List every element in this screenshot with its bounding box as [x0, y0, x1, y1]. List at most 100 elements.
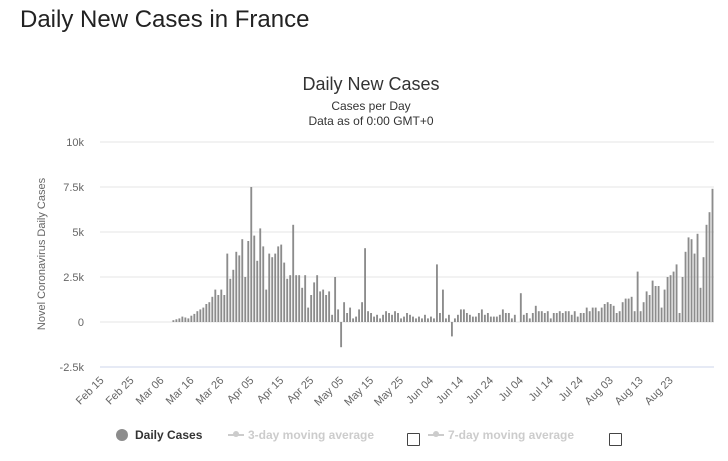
bar-daily-cases[interactable] [259, 228, 262, 322]
bar-daily-cases[interactable] [211, 296, 214, 322]
bar-daily-cases[interactable] [250, 187, 253, 322]
bar-daily-cases[interactable] [468, 314, 471, 322]
bar-daily-cases[interactable] [253, 235, 256, 322]
bar-daily-cases[interactable] [588, 311, 591, 322]
bar-daily-cases[interactable] [178, 318, 181, 322]
bar-daily-cases[interactable] [573, 311, 576, 322]
bar-daily-cases[interactable] [397, 313, 399, 322]
bar-daily-cases[interactable] [268, 253, 271, 322]
bar-daily-cases[interactable] [289, 275, 292, 322]
bar-daily-cases[interactable] [274, 253, 277, 322]
bar-daily-cases[interactable] [567, 311, 570, 322]
bar-daily-cases[interactable] [522, 314, 525, 322]
bar-daily-cases[interactable] [537, 311, 540, 322]
bar-daily-cases[interactable] [690, 239, 693, 322]
bar-daily-cases[interactable] [654, 286, 657, 322]
bar-daily-cases[interactable] [657, 286, 660, 322]
bar-daily-cases[interactable] [391, 314, 393, 322]
bar-daily-cases[interactable] [283, 262, 286, 322]
bar-daily-cases[interactable] [181, 316, 184, 322]
bar-daily-cases[interactable] [453, 318, 456, 322]
bar-daily-cases[interactable] [307, 307, 310, 322]
bar-daily-cases[interactable] [576, 316, 579, 322]
bar-daily-cases[interactable] [624, 298, 627, 322]
bar-daily-cases[interactable] [193, 313, 196, 322]
bar-daily-cases[interactable] [636, 271, 639, 322]
bar-daily-cases[interactable] [633, 311, 636, 322]
bar-daily-cases[interactable] [190, 315, 193, 322]
bar-daily-cases[interactable] [373, 316, 375, 322]
bar-daily-cases[interactable] [702, 257, 705, 322]
bar-daily-cases[interactable] [304, 275, 307, 322]
bar-daily-cases[interactable] [322, 289, 325, 322]
bar-daily-cases[interactable] [247, 241, 250, 322]
bar-daily-cases[interactable] [223, 295, 226, 322]
bar-daily-cases[interactable] [319, 291, 322, 322]
bar-daily-cases[interactable] [256, 260, 259, 322]
bar-daily-cases[interactable] [328, 291, 331, 322]
bar-daily-cases[interactable] [343, 302, 346, 322]
bar-daily-cases[interactable] [471, 316, 474, 322]
bar-daily-cases[interactable] [265, 289, 268, 322]
bar-daily-cases[interactable] [433, 318, 435, 322]
bar-daily-cases[interactable] [465, 313, 468, 322]
bar-daily-cases[interactable] [501, 309, 504, 322]
bar-daily-cases[interactable] [708, 212, 711, 322]
bar-daily-cases[interactable] [439, 313, 441, 322]
bar-daily-cases[interactable] [280, 244, 283, 322]
bar-daily-cases[interactable] [627, 298, 630, 322]
bar-daily-cases[interactable] [337, 309, 340, 322]
bar-daily-cases[interactable] [546, 311, 549, 322]
bar-daily-cases[interactable] [480, 309, 483, 322]
bar-daily-cases[interactable] [187, 318, 190, 322]
bar-daily-cases[interactable] [394, 311, 396, 322]
bar-daily-cases[interactable] [696, 233, 699, 322]
bar-daily-cases[interactable] [492, 316, 495, 322]
bar-daily-cases[interactable] [172, 320, 175, 322]
bar-daily-cases[interactable] [346, 313, 349, 322]
bar-daily-cases[interactable] [549, 318, 552, 322]
bar-daily-cases[interactable] [456, 314, 459, 322]
bar-daily-cases[interactable] [585, 307, 588, 322]
bar-daily-cases[interactable] [301, 287, 304, 322]
bar-daily-cases[interactable] [292, 224, 295, 322]
bar-daily-cases[interactable] [340, 322, 343, 348]
bar-daily-cases[interactable] [235, 251, 238, 322]
bar-daily-cases[interactable] [349, 307, 352, 322]
bar-daily-cases[interactable] [364, 248, 366, 322]
bar-daily-cases[interactable] [415, 318, 417, 322]
bar-daily-cases[interactable] [612, 305, 615, 322]
bar-daily-cases[interactable] [504, 313, 507, 322]
bar-daily-cases[interactable] [445, 318, 447, 322]
bar-daily-cases[interactable] [666, 277, 669, 322]
bar-daily-cases[interactable] [175, 319, 178, 322]
bar-daily-cases[interactable] [451, 322, 453, 337]
checkbox-7-day-average[interactable] [609, 433, 622, 446]
bar-daily-cases[interactable] [400, 318, 402, 322]
bar-daily-cases[interactable] [442, 289, 444, 322]
bar-daily-cases[interactable] [675, 264, 678, 322]
bar-daily-cases[interactable] [609, 304, 612, 322]
legend-item-3-day-average[interactable]: 3-day moving average [228, 428, 374, 442]
bar-daily-cases[interactable] [358, 309, 361, 322]
legend-item-7-day-average[interactable]: 7-day moving average [428, 428, 574, 442]
bar-daily-cases[interactable] [208, 302, 211, 322]
bar-daily-cases[interactable] [651, 280, 654, 322]
bar-daily-cases[interactable] [382, 314, 384, 322]
bar-daily-cases[interactable] [421, 318, 423, 322]
checkbox-3-day-average[interactable] [407, 433, 420, 446]
bar-daily-cases[interactable] [540, 311, 543, 322]
bar-daily-cases[interactable] [543, 313, 546, 322]
bar-daily-cases[interactable] [645, 291, 648, 322]
bar-daily-cases[interactable] [295, 275, 298, 322]
bar-daily-cases[interactable] [528, 318, 531, 322]
bar-daily-cases[interactable] [630, 296, 633, 322]
bar-daily-cases[interactable] [355, 316, 358, 322]
bar-daily-cases[interactable] [597, 311, 600, 322]
bar-daily-cases[interactable] [286, 278, 289, 322]
bar-daily-cases[interactable] [699, 287, 702, 322]
bar-daily-cases[interactable] [582, 313, 585, 322]
bar-daily-cases[interactable] [459, 309, 462, 322]
bar-daily-cases[interactable] [591, 307, 594, 322]
bar-daily-cases[interactable] [477, 313, 480, 322]
